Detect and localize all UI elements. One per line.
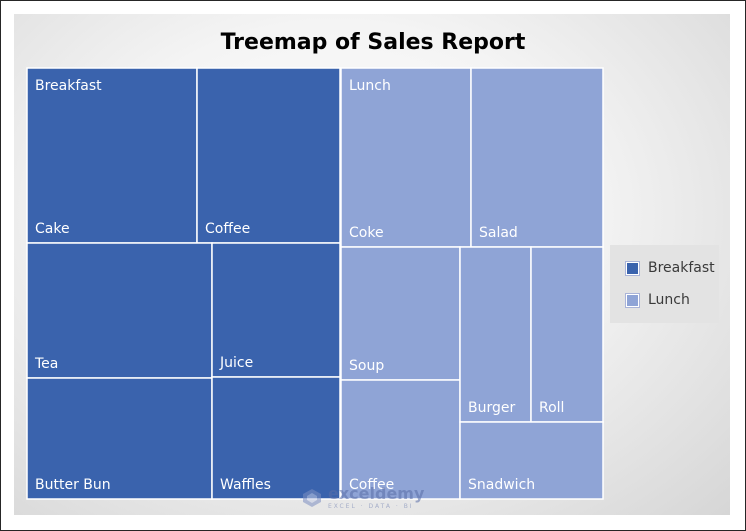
tile-breakfast-butter-bun — [26, 377, 213, 500]
tile-lunch-roll — [530, 246, 604, 423]
tile-lunch-burger — [459, 246, 532, 423]
tile-lunch-soup — [340, 246, 461, 381]
tile-label: Cake — [35, 221, 70, 237]
watermark-tagline: EXCEL · DATA · BI — [328, 503, 414, 510]
chart-title: Treemap of Sales Report — [220, 30, 526, 55]
tile-breakfast-juice — [211, 242, 341, 378]
tile-label: Waffles — [220, 477, 271, 493]
tile-breakfast-tea — [26, 242, 213, 379]
tile-breakfast-waffles — [211, 376, 341, 500]
tile-lunch-salad — [470, 67, 604, 248]
tile-label: Snadwich — [468, 477, 535, 493]
tile-label: Soup — [349, 358, 384, 374]
tile-label: Coke — [349, 225, 384, 241]
legend-swatch-lunch — [625, 292, 640, 308]
legend-swatch-breakfast — [625, 260, 640, 276]
legend-label-lunch: Lunch — [648, 292, 690, 308]
watermark-name: exceldemy — [328, 484, 425, 503]
tile-label: Tea — [34, 356, 58, 372]
tile-label: Butter Bun — [35, 477, 111, 493]
tile-label: Juice — [219, 355, 253, 371]
tile-breakfast-cake — [26, 67, 198, 244]
tile-lunch-coffee — [340, 379, 461, 500]
tile-label: Coffee — [349, 477, 394, 493]
tile-label: Salad — [479, 225, 518, 241]
tile-label: Coffee — [205, 221, 250, 237]
legend-label-breakfast: Breakfast — [648, 260, 715, 276]
legend-item-lunch: Lunch — [625, 291, 690, 309]
tile-lunch-snadwich — [459, 421, 604, 500]
exceldemy-logo-icon — [303, 489, 321, 507]
tile-breakfast-coffee — [196, 67, 341, 244]
tile-lunch-coke — [340, 67, 472, 248]
group-label-breakfast: Breakfast — [35, 78, 102, 94]
group-label-lunch: Lunch — [349, 78, 391, 94]
tile-label: Roll — [539, 400, 564, 416]
exceldemy-watermark: exceldemy EXCEL · DATA · BI — [302, 484, 424, 512]
tile-label: Burger — [468, 400, 515, 416]
legend-item-breakfast: Breakfast — [625, 259, 715, 277]
legend: Breakfast Lunch — [610, 245, 719, 323]
